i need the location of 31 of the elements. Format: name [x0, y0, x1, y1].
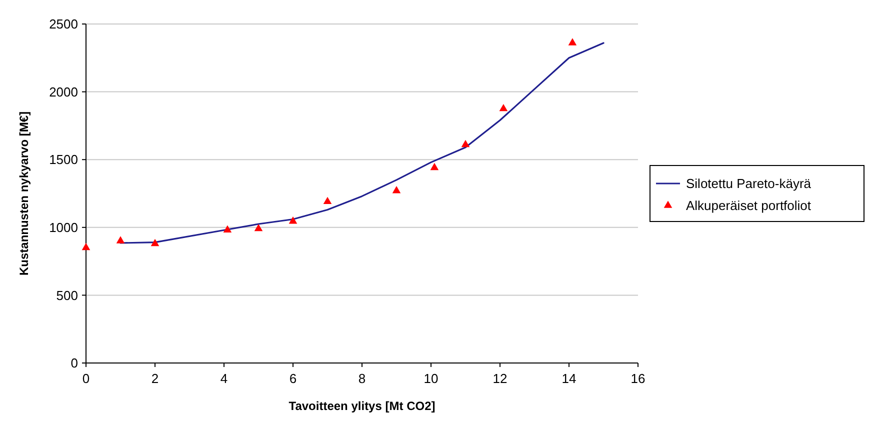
y-tick-label: 2500 — [49, 16, 78, 32]
point — [82, 242, 90, 250]
point — [323, 196, 332, 204]
y-axis-title: Kustannusten nykyarvo [M€] — [17, 111, 31, 276]
x-tick-label: 0 — [82, 371, 90, 386]
point — [568, 38, 577, 46]
y-tick-label: 1500 — [49, 152, 78, 168]
x-tick-label: 8 — [358, 371, 366, 386]
point — [392, 186, 401, 194]
y-tick-label: 2000 — [49, 84, 78, 100]
x-tick-label: 12 — [492, 371, 508, 386]
point — [116, 236, 125, 244]
legend-label: Alkuperäiset portfoliot — [686, 198, 812, 214]
x-tick-label: 10 — [424, 371, 438, 386]
x-tick-label: 4 — [220, 371, 228, 386]
x-tick-label: 16 — [630, 371, 646, 386]
x-tick-label: 14 — [562, 371, 576, 386]
x-axis-title: Tavoitteen ylitys [Mt CO2] — [288, 399, 436, 413]
y-tick-label: 500 — [56, 288, 78, 303]
point — [223, 225, 232, 233]
point — [150, 238, 160, 246]
point — [430, 162, 439, 170]
point — [461, 140, 470, 148]
point — [499, 104, 508, 112]
y-tick-label: 1000 — [49, 220, 78, 235]
point — [288, 216, 298, 224]
x-tick-label: 2 — [151, 371, 159, 386]
legend-label: Silotettu Pareto-käyrä — [686, 176, 812, 192]
x-tick-label: 6 — [289, 371, 297, 386]
point — [254, 224, 263, 232]
y-tick-label: 0 — [70, 356, 78, 371]
